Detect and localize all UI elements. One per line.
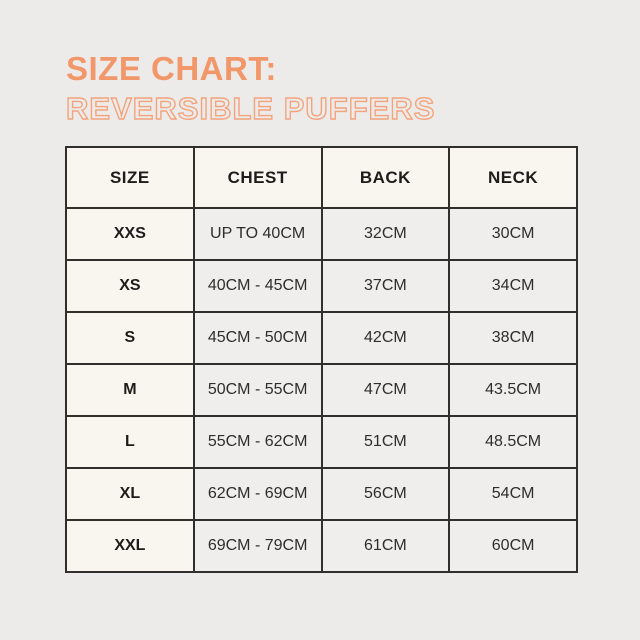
value-cell: 55CM - 62CM [192,415,323,469]
page-subtitle: REVERSIBLE PUFFERS [65,91,436,126]
table-row: XXS UP TO 40CM 32CM 30CM [65,207,578,261]
value-cell: 69CM - 79CM [192,519,323,573]
value-cell: 45CM - 50CM [192,311,323,365]
size-cell: XXS [65,207,195,261]
table-row: XS 40CM - 45CM 37CM 34CM [65,259,578,313]
value-cell: 30CM [448,207,578,261]
value-cell: 38CM [448,311,578,365]
table-header: SIZE CHEST BACK NECK [65,146,578,209]
value-cell: 50CM - 55CM [192,363,323,417]
table-header-row: SIZE CHEST BACK NECK [65,146,578,209]
value-cell: 47CM [320,363,451,417]
size-cell: M [65,363,195,417]
table-row: M 50CM - 55CM 47CM 43.5CM [65,363,578,417]
value-cell: UP TO 40CM [192,207,323,261]
value-cell: 48.5CM [448,415,578,469]
value-cell: 61CM [320,519,451,573]
size-cell: XS [65,259,195,313]
column-header-chest: CHEST [192,146,323,209]
size-cell: XXL [65,519,195,573]
column-header-neck: NECK [448,146,578,209]
table-row: XL 62CM - 69CM 56CM 54CM [65,467,578,521]
table-row: S 45CM - 50CM 42CM 38CM [65,311,578,365]
value-cell: 40CM - 45CM [192,259,323,313]
value-cell: 60CM [448,519,578,573]
size-chart-table: SIZE CHEST BACK NECK XXS UP TO 40CM 32CM 30CM X… [65,146,578,573]
value-cell: 37CM [320,259,451,313]
value-cell: 51CM [320,415,451,469]
size-cell: XL [65,467,195,521]
value-cell: 32CM [320,207,451,261]
value-cell: 42CM [320,311,451,365]
page-title: SIZE CHART: [66,50,277,87]
table-row: L 55CM - 62CM 51CM 48.5CM [65,415,578,469]
page-header: SIZE CHART: REVERSIBLE PUFFERS [65,50,436,126]
size-cell: L [65,415,195,469]
value-cell: 62CM - 69CM [192,467,323,521]
table-row: XXL 69CM - 79CM 61CM 60CM [65,519,578,573]
table-body: XXS UP TO 40CM 32CM 30CM XS 40CM - 45CM 37CM 34… [65,207,578,573]
value-cell: 43.5CM [448,363,578,417]
column-header-back: BACK [320,146,451,209]
column-header-size: SIZE [65,146,195,209]
value-cell: 56CM [320,467,451,521]
size-cell: S [65,311,195,365]
value-cell: 34CM [448,259,578,313]
value-cell: 54CM [448,467,578,521]
